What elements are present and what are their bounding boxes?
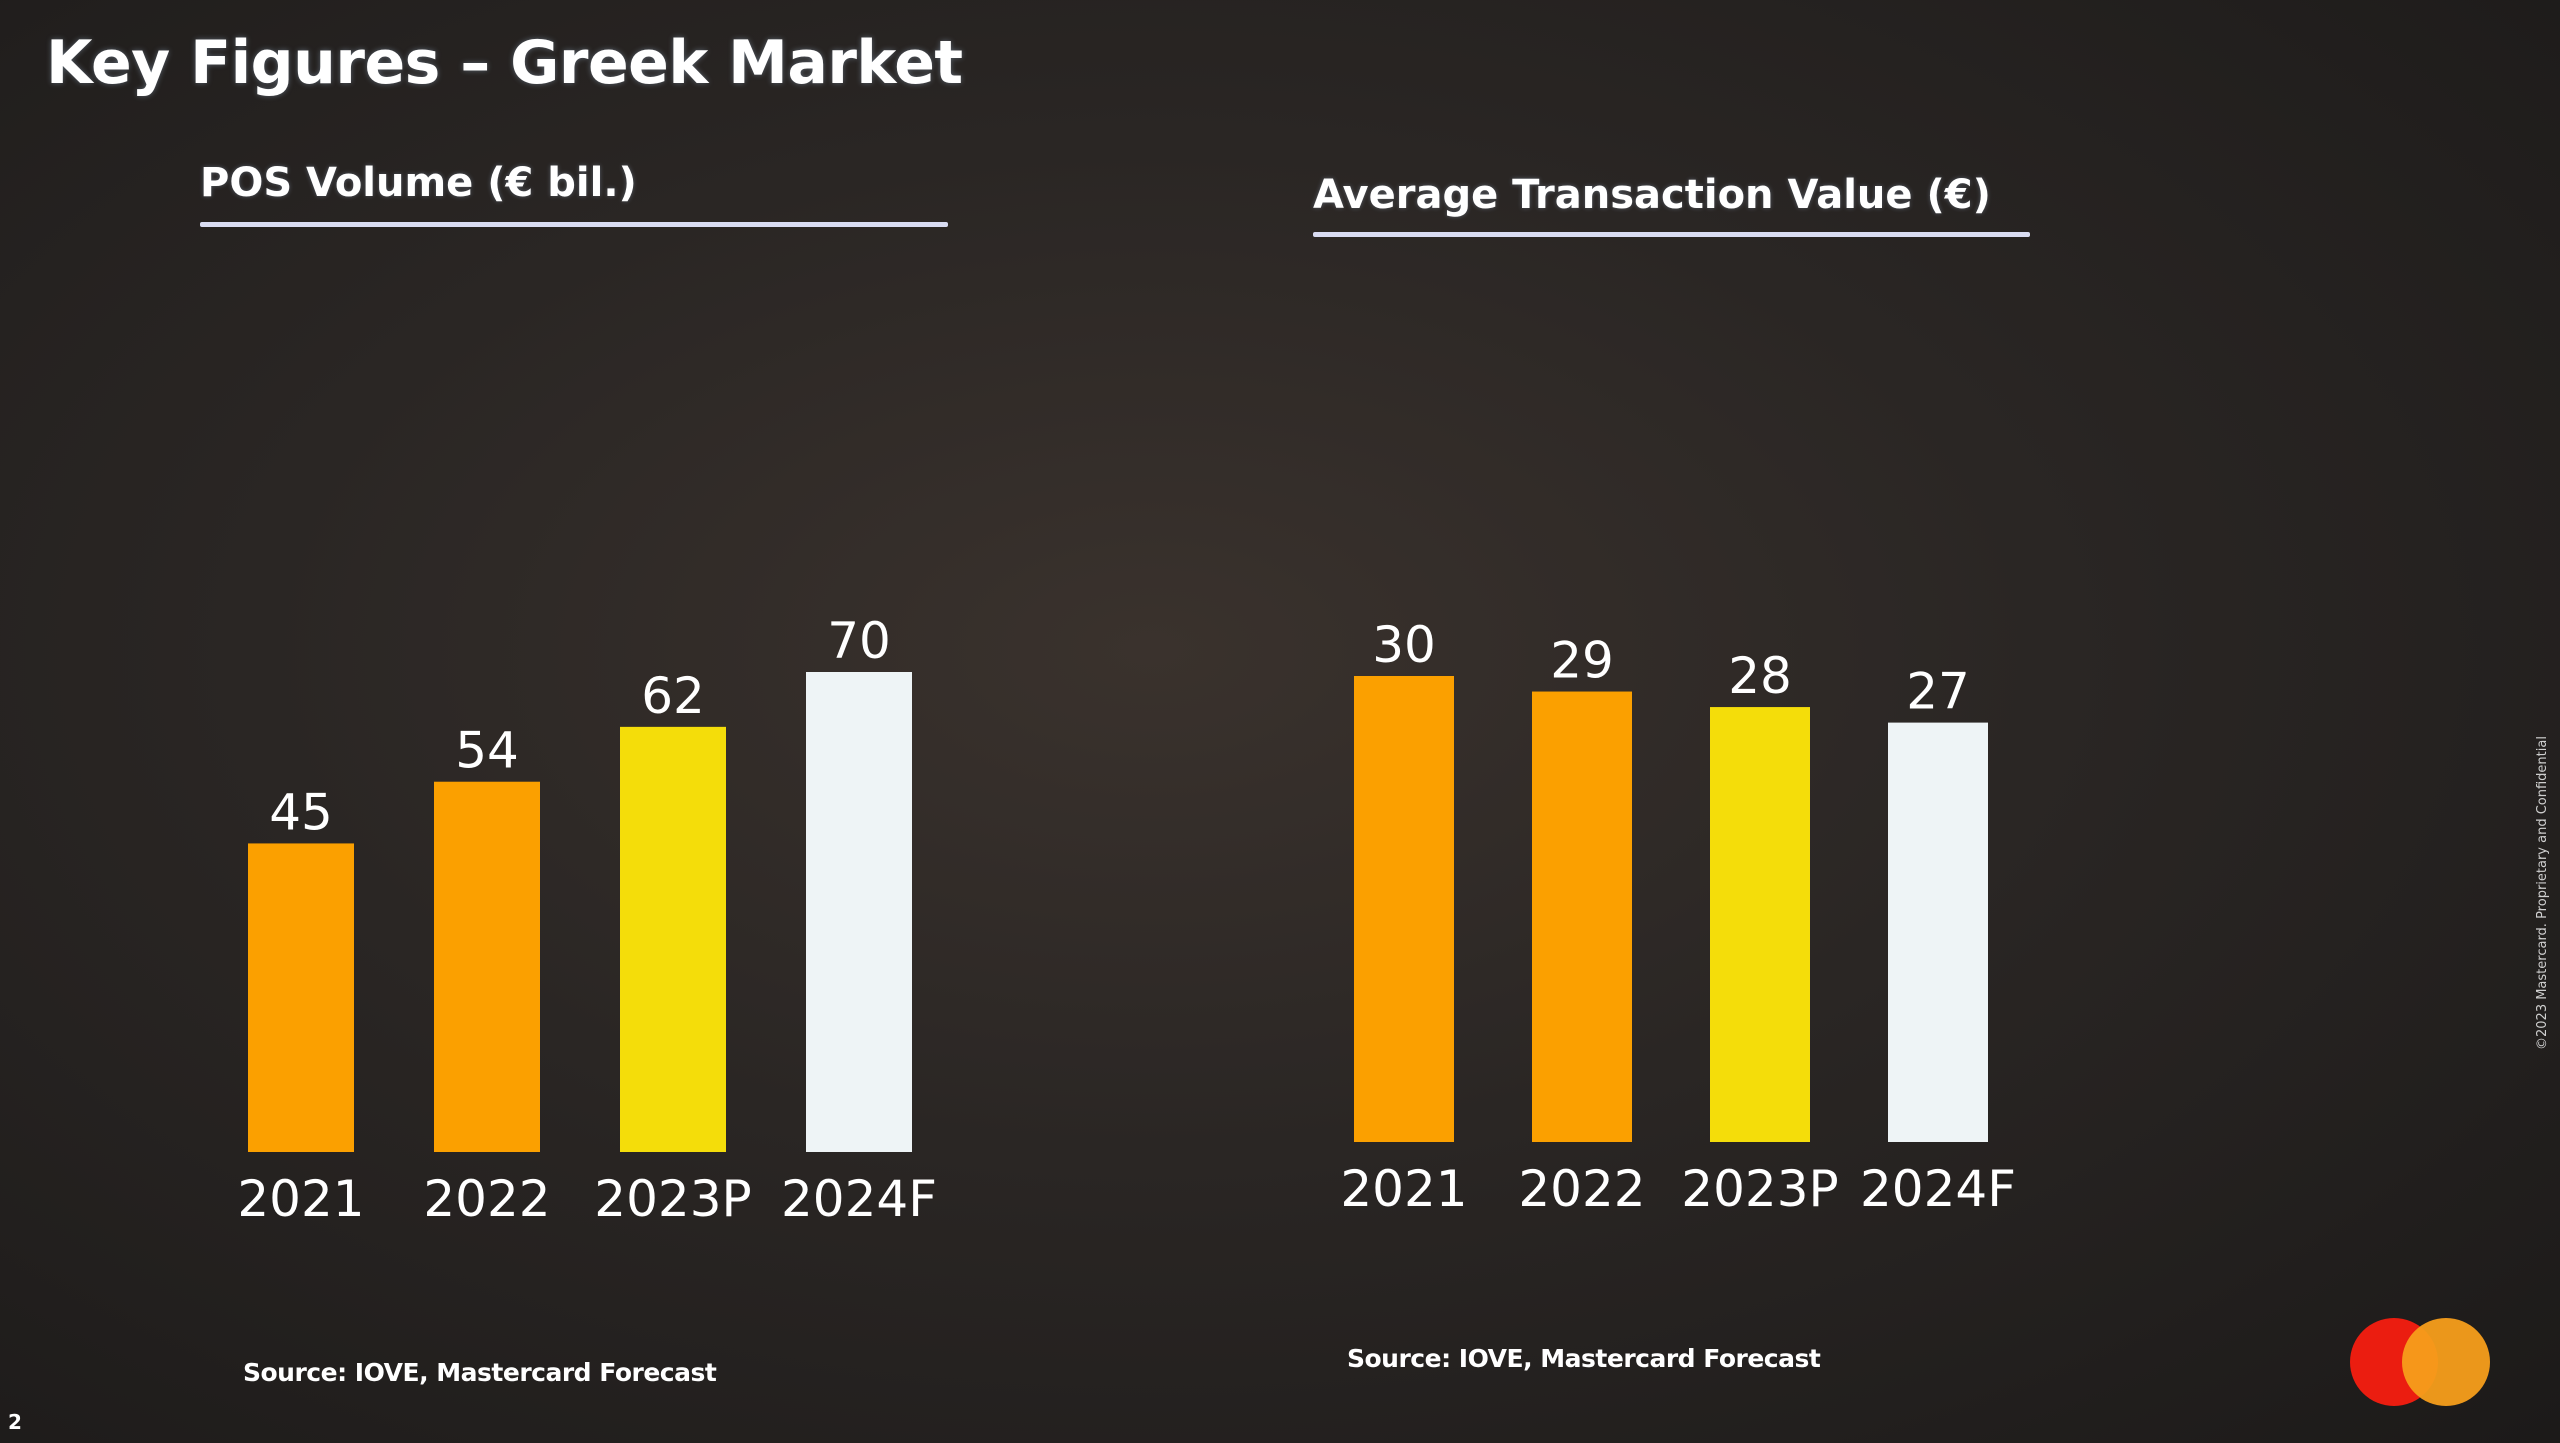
bar-2021 <box>1354 676 1454 1142</box>
logo-yellow-circle <box>2402 1318 2490 1406</box>
chart-underline-pos-volume <box>200 222 948 227</box>
bar-2021 <box>248 843 354 1152</box>
bar-2022 <box>434 781 540 1152</box>
chart-title-avg-transaction: Average Transaction Value (€) <box>1313 172 1991 218</box>
bar-2023p <box>620 726 726 1152</box>
category-label: 2023P <box>594 1170 751 1228</box>
page-number: 2 <box>8 1410 22 1434</box>
bar-value-label: 45 <box>269 783 333 841</box>
bar-value-label: 28 <box>1728 647 1792 705</box>
copyright-note: ©2023 Mastercard. Proprietary and Confid… <box>2535 736 2550 1050</box>
mastercard-logo <box>2350 1318 2490 1408</box>
category-label: 2022 <box>423 1170 550 1228</box>
bar-value-label: 54 <box>455 722 519 780</box>
category-label: 2021 <box>1340 1160 1467 1218</box>
bar-value-label: 30 <box>1372 616 1436 674</box>
bar-value-label: 29 <box>1550 632 1614 690</box>
chart-underline-avg-transaction <box>1313 232 2030 237</box>
slide-title: Key Figures – Greek Market <box>46 28 963 98</box>
bar-2022 <box>1532 691 1632 1142</box>
source-note-pos-volume: Source: IOVE, Mastercard Forecast <box>243 1358 717 1387</box>
bar-value-label: 62 <box>641 667 705 725</box>
category-label: 2021 <box>237 1170 364 1228</box>
chart-title-pos-volume: POS Volume (€ bil.) <box>200 160 637 206</box>
category-label: 2023P <box>1681 1160 1838 1218</box>
category-label: 2024F <box>1860 1160 2016 1218</box>
bar-value-label: 27 <box>1906 663 1970 721</box>
bar-2024f <box>806 672 912 1152</box>
category-label: 2022 <box>1518 1160 1645 1218</box>
bar-2024f <box>1888 722 1988 1142</box>
bar-value-label: 70 <box>827 612 891 670</box>
avg-transaction-bar-chart: 30 2021 29 2022 28 2023P 27 2024F <box>1340 616 2016 1218</box>
bar-2023p <box>1710 707 1810 1142</box>
pos-volume-bar-chart: 45 2021 54 2022 62 2023P 70 2024F <box>237 612 937 1228</box>
source-note-avg-transaction: Source: IOVE, Mastercard Forecast <box>1347 1344 1821 1373</box>
category-label: 2024F <box>781 1170 937 1228</box>
